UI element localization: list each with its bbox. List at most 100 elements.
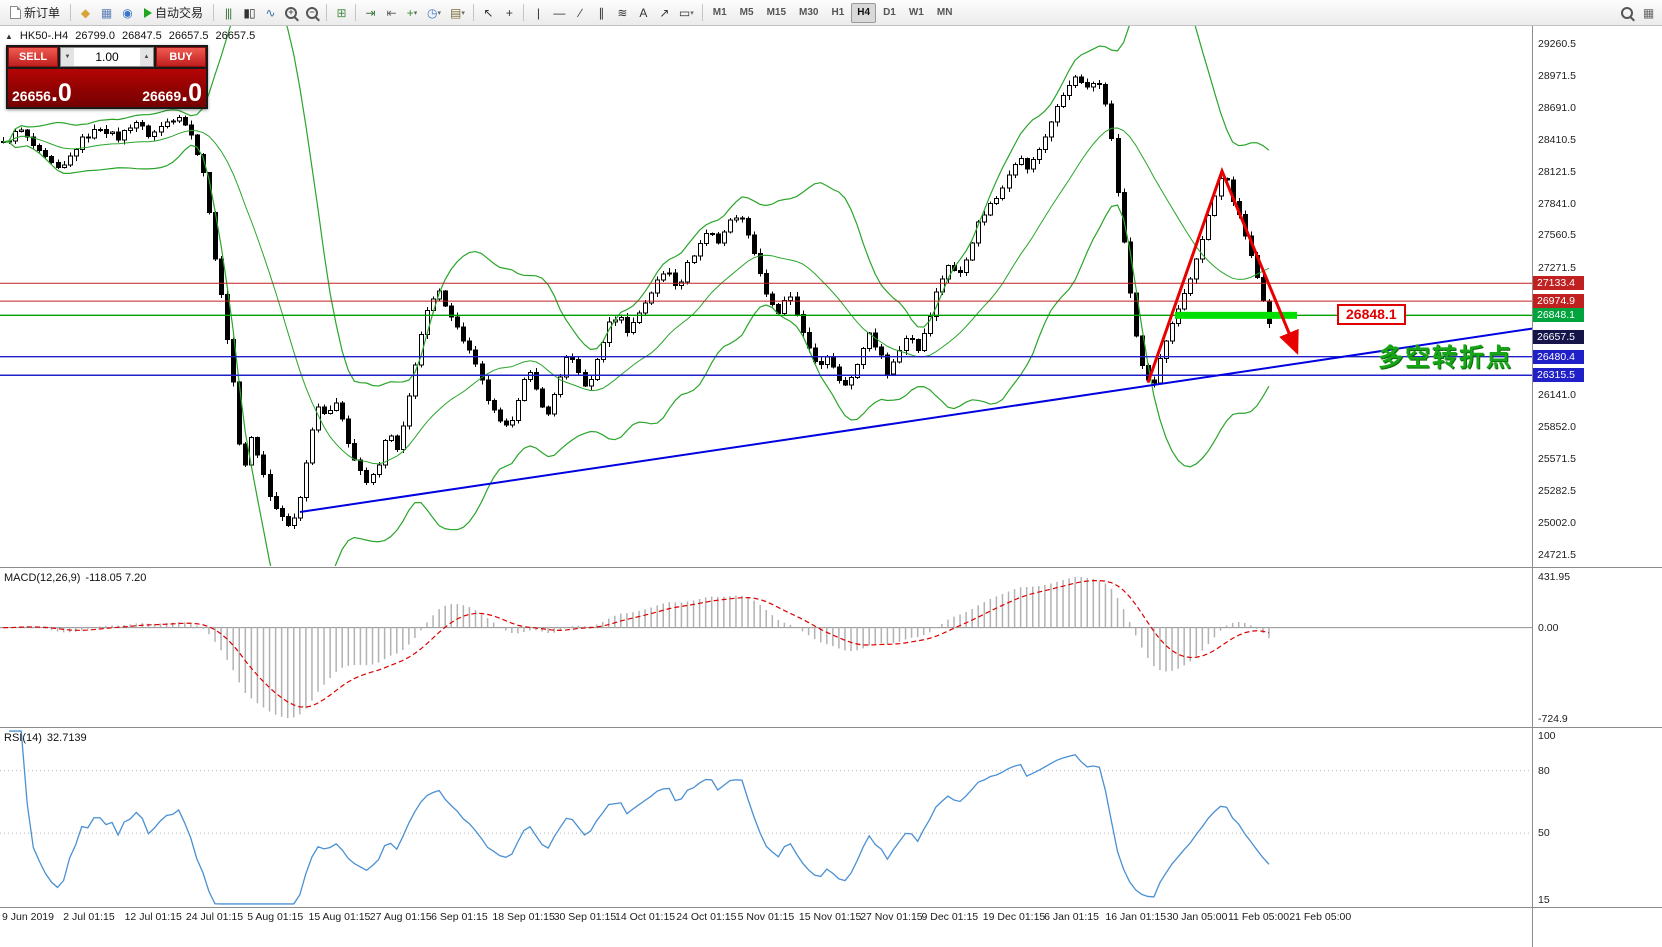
x-axis-label: 14 Oct 01:15 xyxy=(615,911,676,923)
chart-shift-icon[interactable]: ⇤ xyxy=(381,3,401,23)
line-chart-icon[interactable]: ∿ xyxy=(260,3,280,23)
macd-axis-label: 0.00 xyxy=(1538,621,1559,634)
timeframe-h4[interactable]: H4 xyxy=(851,2,877,23)
volume-stepper: ▼ ▲ xyxy=(60,47,154,67)
arrows-icon[interactable]: ↗ xyxy=(654,3,674,23)
toolbar-separator xyxy=(522,4,524,21)
timeframe-m5[interactable]: M5 xyxy=(734,3,760,23)
timeframe-m1[interactable]: M1 xyxy=(707,3,733,23)
macd-axis-label: 431.95 xyxy=(1538,571,1571,583)
price-axis-label: 24721.5 xyxy=(1538,548,1576,561)
macd-axis-label: -724.9 xyxy=(1538,713,1568,725)
timeframe-mn[interactable]: MN xyxy=(931,3,959,23)
auto-scroll-icon[interactable]: ⇥ xyxy=(360,3,380,23)
price-tag: 26315.5 xyxy=(1533,368,1584,383)
play-icon xyxy=(144,7,153,18)
oct-collapse-icon[interactable]: ▲ xyxy=(5,31,13,41)
fibonacci-icon: ≋ xyxy=(617,5,627,20)
rsi-axis-label: 80 xyxy=(1538,764,1550,777)
workspace-icon[interactable]: ▦ xyxy=(1638,3,1658,23)
price-tag: 26657.5 xyxy=(1533,329,1584,344)
ohlc-low: 26657.5 xyxy=(168,30,209,42)
x-axis-label: 12 Jul 01:15 xyxy=(124,911,182,923)
toolbar-separator xyxy=(355,4,357,21)
autotrading-button[interactable]: 自动交易 xyxy=(138,3,209,23)
volume-increase-icon[interactable]: ▲ xyxy=(140,48,153,66)
x-axis-label: 15 Aug 01:15 xyxy=(308,911,371,923)
crosshair-icon: + xyxy=(505,5,513,20)
price-axis-label: 28121.5 xyxy=(1538,166,1576,179)
community-icon[interactable]: ◉ xyxy=(117,3,137,23)
level-annotation[interactable]: 26848.1 xyxy=(1337,304,1406,325)
shapes-icon[interactable]: ▭ ▾ xyxy=(675,3,698,23)
chart-canvas[interactable] xyxy=(0,26,1662,947)
x-axis-label: 9 Dec 01:15 xyxy=(921,911,979,923)
price-axis-label: 27841.0 xyxy=(1538,197,1576,210)
trendline-icon[interactable]: ∕ xyxy=(570,3,590,23)
arrows-icon: ↗ xyxy=(659,5,669,20)
timeframe-m15[interactable]: M15 xyxy=(761,3,792,23)
text-icon: A xyxy=(639,5,647,20)
timeframe-w1[interactable]: W1 xyxy=(903,3,930,23)
timeframe-h1[interactable]: H1 xyxy=(825,3,850,23)
timeframe-m30[interactable]: M30 xyxy=(793,3,824,23)
volume-input[interactable] xyxy=(74,48,140,66)
turning-point-text[interactable]: 多空转折点 xyxy=(1378,344,1514,372)
periods-icon: ◷ xyxy=(427,5,438,20)
one-click-trading-panel: SELL ▼ ▲ BUY 26656.0 26669.0 xyxy=(6,45,208,109)
templates-icon[interactable]: ▤ ▾ xyxy=(446,3,469,23)
candlestick-chart-icon: ▮▯ xyxy=(243,5,255,20)
shapes-icon: ▭ xyxy=(678,5,690,20)
x-axis-label: 5 Aug 01:15 xyxy=(247,911,304,923)
templates-icon: ▤ xyxy=(450,5,461,20)
symbol-name: HK50-.H4 xyxy=(19,30,69,42)
toolbar-separator xyxy=(326,4,328,21)
price-tag: 26974.9 xyxy=(1533,294,1584,309)
charts-icon[interactable]: ▦ xyxy=(96,3,116,23)
price-axis-label: 29260.5 xyxy=(1538,37,1576,50)
timeframe-d1[interactable]: D1 xyxy=(877,3,902,23)
new-order-button[interactable]: 新订单 xyxy=(4,3,66,23)
add-indicator-icon[interactable]: + ▾ xyxy=(402,3,422,23)
channel-icon[interactable]: ∥ xyxy=(591,3,611,23)
x-axis-label: 16 Jan 01:15 xyxy=(1105,911,1167,923)
rsi-axis-label: 100 xyxy=(1538,730,1556,742)
toolbar-separator xyxy=(701,4,703,21)
volume-decrease-icon[interactable]: ▼ xyxy=(61,48,74,66)
candlestick-chart-icon[interactable]: ▮▯ xyxy=(239,3,259,23)
bar-chart-icon[interactable]: ||| xyxy=(218,3,238,23)
x-axis-label: 9 Jun 2019 xyxy=(2,911,54,923)
page-icon xyxy=(10,6,21,19)
x-axis-label: 18 Sep 01:15 xyxy=(492,911,555,923)
price-tag: 26848.1 xyxy=(1533,308,1584,323)
macd-label: MACD(12,26,9) -118.05 7.20 xyxy=(4,572,147,584)
deposit-icon[interactable]: ◆ xyxy=(75,3,95,23)
chart-window: ▲ HK50-.H4 26799.0 26847.5 26657.5 26657… xyxy=(0,26,1662,947)
channel-icon: ∥ xyxy=(598,5,604,20)
periods-icon[interactable]: ◷ ▾ xyxy=(423,3,445,23)
vertical-line-icon: | xyxy=(536,5,540,20)
tile-windows-icon[interactable]: ⊞ xyxy=(331,3,351,23)
horizontal-line-icon[interactable]: — xyxy=(549,3,569,23)
sell-button[interactable]: SELL xyxy=(8,47,58,67)
chart-shift-icon: ⇤ xyxy=(386,5,397,20)
trendline-icon: ∕ xyxy=(579,5,581,20)
cursor-icon[interactable]: ↖ xyxy=(478,3,498,23)
ohlc-high: 26847.5 xyxy=(121,30,162,42)
line-chart-icon: ∿ xyxy=(265,5,276,20)
x-axis-label: 2 Jul 01:15 xyxy=(63,911,115,923)
price-tag: 27133.4 xyxy=(1533,276,1584,291)
sell-price[interactable]: 26656.0 xyxy=(12,79,72,107)
vertical-line-icon[interactable]: | xyxy=(528,3,548,23)
text-icon[interactable]: A xyxy=(633,3,653,23)
crosshair-icon[interactable]: + xyxy=(499,3,519,23)
x-axis-label: 27 Nov 01:15 xyxy=(860,911,923,923)
toolbar: 新订单 ◆ ▦ ◉ 自动交易 ||| ▮▯ ∿ ⊞ ⇥ ⇤ +▾◷▾▤▾ ↖ + | — ∕ ∥ ≋ A ↗ ▭▾ M1M5… xyxy=(0,0,1662,26)
zoom-in-icon[interactable] xyxy=(281,3,301,23)
fibonacci-icon[interactable]: ≋ xyxy=(612,3,632,23)
x-axis-label: 6 Jan 01:15 xyxy=(1044,911,1099,923)
buy-price[interactable]: 26669.0 xyxy=(142,79,202,107)
zoom-out-icon[interactable] xyxy=(302,3,322,23)
buy-button[interactable]: BUY xyxy=(156,47,206,67)
search-icon[interactable] xyxy=(1617,3,1637,23)
